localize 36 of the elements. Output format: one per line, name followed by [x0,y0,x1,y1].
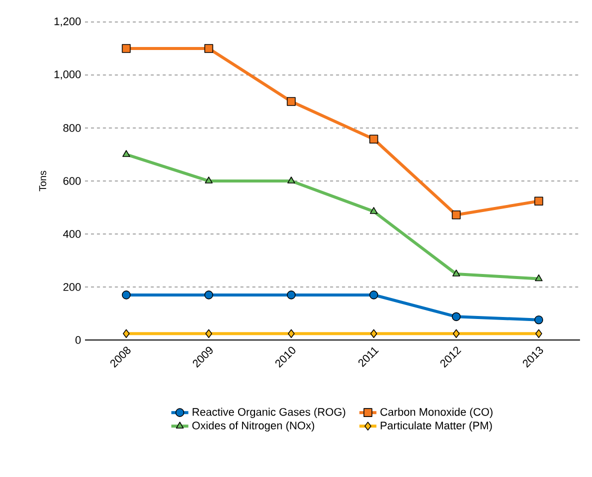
point [122,44,131,53]
point [122,329,130,338]
point [534,196,544,206]
point [204,176,213,184]
y-axis-title: Tons [39,170,46,192]
y-tick-label: 200 [63,283,81,291]
legend-label: Reactive Organic Gases (ROG) [192,408,346,418]
y-tick-label: 400 [63,230,81,238]
point [122,290,131,300]
point [369,134,378,144]
point [452,312,461,322]
point [205,329,212,338]
point [534,315,544,324]
point [452,270,460,276]
y-tick-label: 600 [63,177,81,185]
point [370,329,378,338]
point [369,290,378,300]
point [204,44,214,53]
point [452,210,461,220]
legend-label: Particulate Matter (PM) [380,421,492,432]
point [534,274,543,282]
point [452,329,460,338]
y-tick-label: 1,000 [54,70,81,80]
legend-label: Oxides of Nitrogen (NOx) [192,421,314,432]
point [535,329,542,338]
y-tick-label: 0 [75,336,81,344]
point [287,176,296,184]
point [204,290,214,300]
point [122,150,130,157]
y-tick-label: 1,200 [54,17,81,27]
point [286,290,296,300]
point [288,329,295,338]
point [370,207,378,214]
legend-label: Carbon Monoxide (CO) [380,408,492,418]
point [286,97,296,106]
y-tick-label: 800 [63,124,81,132]
